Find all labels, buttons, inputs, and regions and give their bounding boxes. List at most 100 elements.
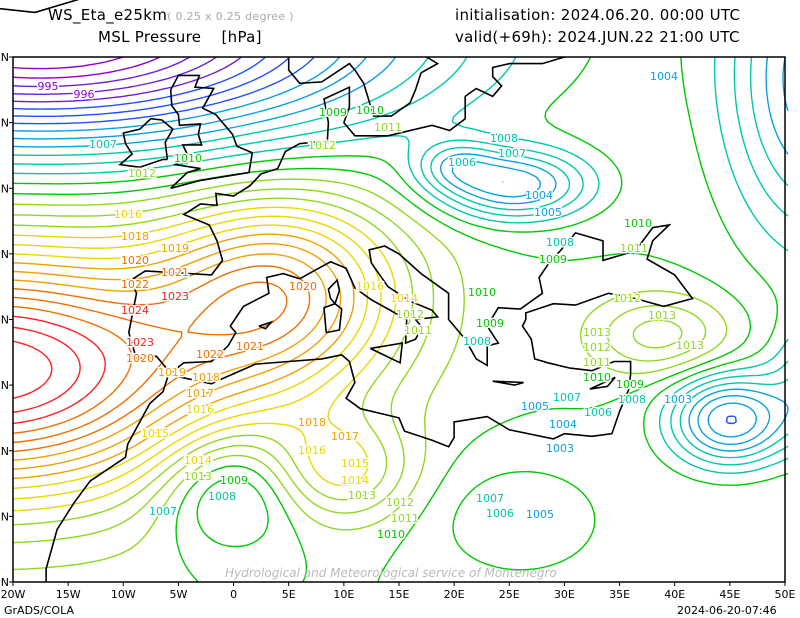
isobar-1015 — [12, 215, 382, 500]
isobar-label: 1022 — [121, 278, 149, 291]
isobar-label: 1012 — [386, 496, 414, 509]
isobar-996 — [12, 56, 161, 79]
isobar-label: 1014 — [184, 454, 212, 467]
isobar-label: 1005 — [521, 400, 549, 413]
isobar-998 — [12, 56, 217, 95]
isobar-label: 1004 — [549, 418, 577, 431]
x-tick-label: 10W — [111, 588, 136, 601]
isobar-1005 — [12, 56, 789, 452]
isobar-1010 — [12, 167, 752, 583]
isobar-label: 1016 — [356, 280, 384, 293]
coastline-6 — [369, 342, 404, 365]
isobar-label: 1023 — [126, 336, 154, 349]
isobar-label: 1012 — [613, 292, 641, 305]
coastline-8 — [589, 376, 616, 390]
isobar-label: 1009 — [476, 317, 504, 330]
isobar-1017 — [12, 233, 355, 480]
model-title: WS_Eta_e25km( 0.25 x 0.25 degree ) — [48, 6, 294, 24]
coastline-0 — [45, 56, 694, 582]
isobar-1016 — [12, 224, 369, 489]
valid-time: valid(+69h): 2024.JUN.22 21:00 UTC — [455, 28, 740, 46]
isobar-label: 1005 — [534, 206, 562, 219]
coastline-7 — [492, 380, 524, 386]
y-tick-label: N — [1, 576, 9, 589]
isobar-label: 1019 — [158, 366, 186, 379]
y-tick-label: N — [1, 379, 9, 392]
isobar-label: 1010 — [583, 371, 611, 384]
isobar-label: 1014 — [341, 474, 369, 487]
isobar-label: 1007 — [149, 505, 177, 518]
x-tick-label: 40E — [664, 588, 685, 601]
isobar-label: 1004 — [650, 70, 678, 83]
render-timestamp: 2024-06-20-07:46 — [677, 604, 777, 617]
x-tick-label: 20E — [444, 588, 465, 601]
isobar-label: 1010 — [624, 217, 652, 230]
isobar-label: 1010 — [174, 152, 202, 165]
isobar-label: 1013 — [184, 470, 212, 483]
isobar-1004 — [12, 56, 789, 445]
x-tick-label: 5E — [282, 588, 296, 601]
x-tick-label: 15E — [389, 588, 410, 601]
coastlines — [0, 0, 694, 582]
y-tick-label: N — [1, 445, 9, 458]
x-tick-label: 50E — [775, 588, 796, 601]
isobar-label: 1012 — [396, 308, 424, 321]
isobar-label: 1019 — [161, 242, 189, 255]
isobar-label: 1011 — [374, 121, 402, 134]
isobar-label: 1011 — [620, 242, 648, 255]
isobar-label: 1007 — [553, 391, 581, 404]
coastline-9 — [258, 320, 274, 330]
isobar-1023 — [12, 315, 106, 425]
isobar-label: 1006 — [584, 406, 612, 419]
isobar-label: 1007 — [89, 138, 117, 151]
isobar-label: 1011 — [391, 512, 419, 525]
isobar-1013 — [12, 197, 683, 526]
isobar-1000 — [12, 56, 267, 110]
y-tick-label: N — [1, 314, 9, 327]
isobar-999 — [12, 56, 242, 103]
isobar-label: 1013 — [348, 489, 376, 502]
isobar-label: 1013 — [583, 326, 611, 339]
isobar-label: 1011 — [404, 324, 432, 337]
isobar-1024 — [12, 326, 81, 413]
isobar-label: 1017 — [186, 387, 214, 400]
y-tick-label: N — [1, 248, 9, 261]
isobar-1025 — [12, 340, 53, 399]
x-tick-label: 35E — [609, 588, 630, 601]
x-tick-label: 25E — [499, 588, 520, 601]
y-tick-label: N — [1, 51, 9, 64]
x-tick-label: 20W — [1, 588, 26, 601]
coastline-2 — [169, 74, 254, 190]
model-name: WS_Eta_e25km — [48, 6, 168, 24]
isobar-1006 — [12, 56, 789, 459]
isobar-1020 — [12, 265, 311, 453]
coastline-10 — [0, 0, 80, 14]
isobar-label: 1022 — [196, 348, 224, 361]
axis-ticks: 20W 15W 10W 5W 0 5E 10E 15E 20E 25E 30E 35E 40E 45E 50… — [1, 51, 796, 601]
x-tick-label: 15W — [56, 588, 81, 601]
isobar-label: 1020 — [289, 280, 317, 293]
isobar-label: 1012 — [128, 167, 156, 180]
isobar-label: 996 — [74, 88, 95, 101]
coastline-3 — [118, 117, 174, 169]
isobar-997 — [12, 56, 191, 88]
units: [hPa] — [221, 28, 262, 46]
isobar-label: 1012 — [308, 139, 336, 152]
x-tick-label: 10E — [333, 588, 354, 601]
isobar-1002 — [12, 56, 737, 425]
watermark: Hydrological and Meteorological service … — [225, 566, 557, 580]
y-tick-label: N — [1, 117, 9, 130]
isobar-label: 1014 — [390, 292, 418, 305]
isobar-label: 1024 — [121, 304, 149, 317]
isobar-label: 1007 — [498, 147, 526, 160]
x-tick-label: 45E — [719, 588, 740, 601]
isobar-label: 1003 — [546, 442, 574, 455]
isobar-1011 — [12, 178, 728, 571]
isobar-label: 1020 — [126, 352, 154, 365]
isobar-label: 1013 — [648, 309, 676, 322]
software-credit: GrADS/COLA — [4, 604, 74, 617]
isobar-label: 1009 — [319, 106, 347, 119]
isobar-label: 1007 — [476, 492, 504, 505]
isobar-label: 1018 — [192, 371, 220, 384]
resolution: ( 0.25 x 0.25 degree ) — [167, 10, 294, 23]
